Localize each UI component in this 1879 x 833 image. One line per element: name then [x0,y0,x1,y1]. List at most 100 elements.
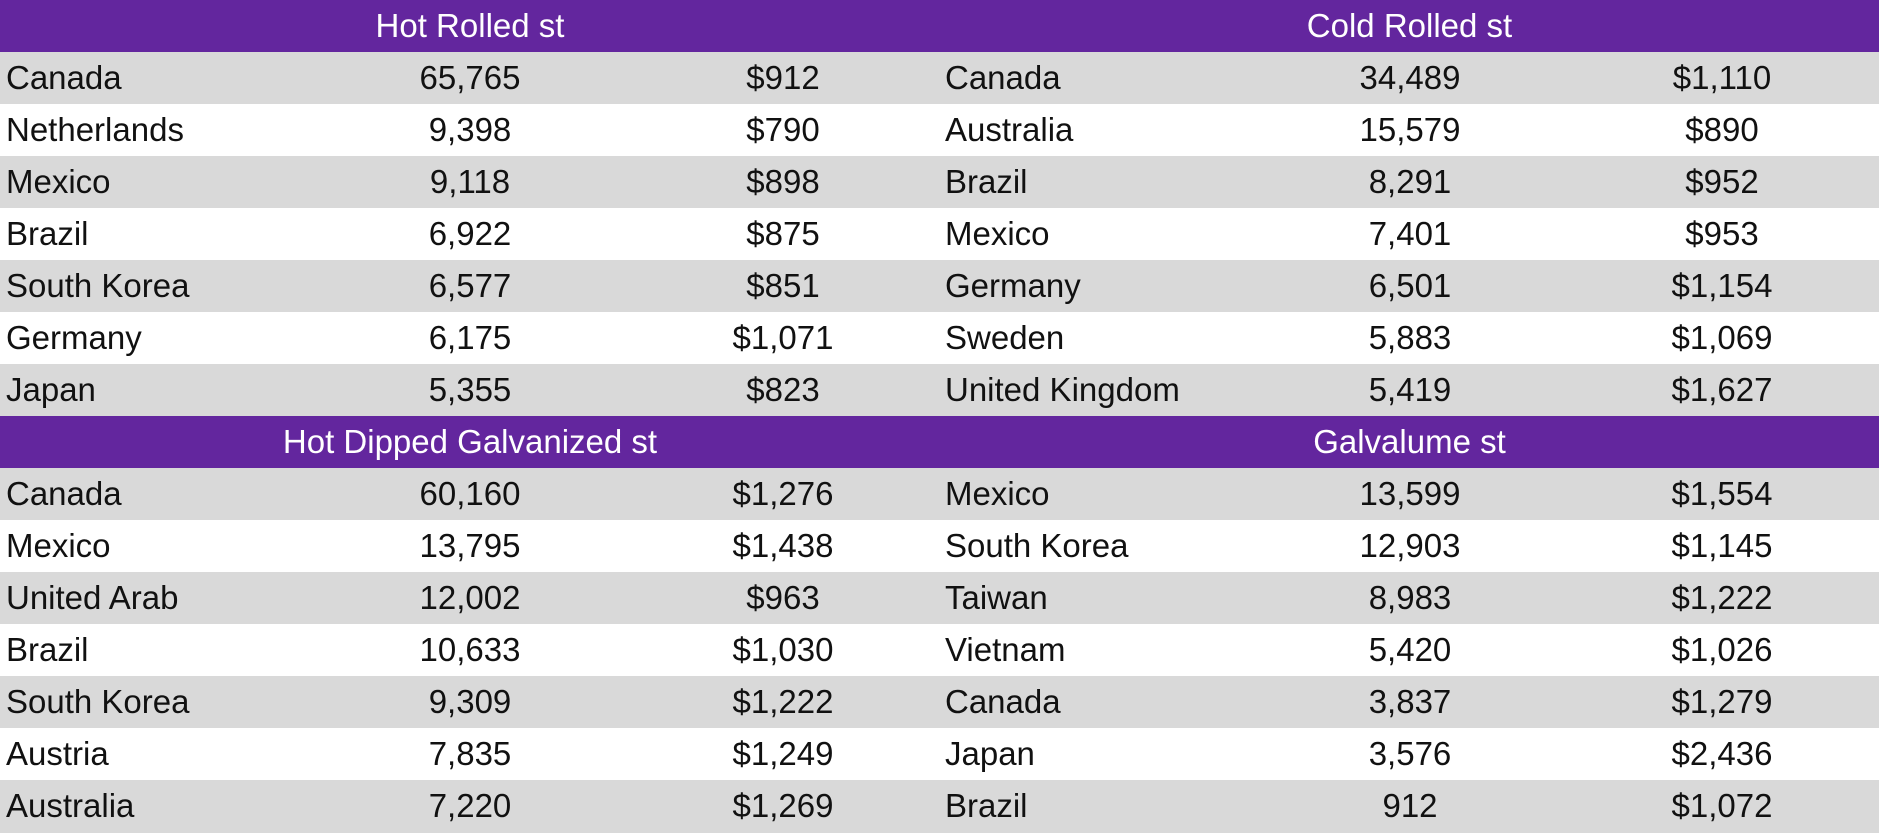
volume-cell: 912 [1382,787,1438,824]
section-header-row: Hot Dipped Galvanized st Galvalume st [0,416,1879,468]
price-cell: $963 [746,579,820,616]
volume-cell: 13,795 [419,527,521,564]
volume-cell: 15,579 [1359,111,1461,148]
volume-cell: 7,220 [428,787,512,824]
volume-cell: 34,489 [1359,59,1461,96]
country-cell: United Kingdom [945,371,1180,408]
price-cell: $1,438 [732,527,834,564]
price-cell: $875 [746,215,820,252]
volume-cell: 9,398 [428,111,512,148]
volume-cell: 12,002 [419,579,521,616]
table-row: Germany 6,175 $1,071 Sweden 5,883 $1,069 [0,312,1879,364]
country-cell: South Korea [945,527,1129,564]
table-row: South Korea 6,577 $851 Germany 6,501 $1,… [0,260,1879,312]
price-cell: $1,222 [732,683,834,720]
table-row: Austria 7,835 $1,249 Japan 3,576 $2,436 [0,728,1879,780]
price-cell: $912 [746,59,820,96]
price-cell: $2,436 [1671,735,1773,772]
price-cell: $1,276 [732,475,834,512]
volume-cell: 8,291 [1368,163,1452,200]
volume-cell: 65,765 [419,59,521,96]
country-cell: Germany [945,267,1081,304]
country-cell: Taiwan [945,579,1048,616]
table-row: Brazil 10,633 $1,030 Vietnam 5,420 $1,02… [0,624,1879,676]
volume-cell: 5,883 [1368,319,1452,356]
country-cell: Mexico [945,215,1050,252]
price-cell: $952 [1685,163,1759,200]
table-row: Brazil 6,922 $875 Mexico 7,401 $953 [0,208,1879,260]
table-row: Canada 60,160 $1,276 Mexico 13,599 $1,55… [0,468,1879,520]
price-cell: $1,072 [1671,787,1773,824]
country-cell: Mexico [945,475,1050,512]
price-cell: $851 [746,267,820,304]
country-cell: United Arab [6,579,179,616]
country-cell: Australia [945,111,1074,148]
volume-cell: 10,633 [419,631,521,668]
section-title-galvalume: Galvalume st [1313,423,1506,460]
country-cell: South Korea [6,683,190,720]
country-cell: Canada [945,683,1061,720]
price-cell: $1,071 [732,319,834,356]
country-cell: South Korea [6,267,190,304]
price-cell: $1,154 [1671,267,1773,304]
country-cell: Mexico [6,163,111,200]
volume-cell: 6,922 [428,215,512,252]
volume-cell: 12,903 [1359,527,1461,564]
price-cell: $1,279 [1671,683,1773,720]
section-title-hot-rolled: Hot Rolled st [375,7,565,44]
table-row: Japan 5,355 $823 United Kingdom 5,419 $1… [0,364,1879,416]
country-cell: Vietnam [945,631,1066,668]
volume-cell: 9,118 [429,163,511,200]
volume-cell: 7,835 [428,735,512,772]
volume-cell: 3,837 [1368,683,1452,720]
table-row: Netherlands 9,398 $790 Australia 15,579 … [0,104,1879,156]
price-cell: $1,627 [1671,371,1773,408]
table-row: South Korea 9,309 $1,222 Canada 3,837 $1… [0,676,1879,728]
section-header-row: Hot Rolled st Cold Rolled st [0,0,1879,52]
price-cell: $1,222 [1671,579,1773,616]
country-cell: Japan [945,735,1035,772]
country-cell: Brazil [6,215,89,252]
table-row: Canada 65,765 $912 Canada 34,489 $1,110 [0,52,1879,104]
price-cell: $1,554 [1671,475,1773,512]
section-title-hot-dipped-galvanized: Hot Dipped Galvanized st [282,423,658,460]
country-cell: Austria [6,735,109,772]
country-cell: Canada [945,59,1061,96]
volume-cell: 3,576 [1368,735,1452,772]
volume-cell: 7,401 [1368,215,1452,252]
section-title-cold-rolled: Cold Rolled st [1306,7,1513,44]
table-row: Australia 7,220 $1,269 Brazil 912 $1,072 [0,780,1879,833]
country-cell: Australia [6,787,135,824]
country-cell: Mexico [6,527,111,564]
table-row: Mexico 9,118 $898 Brazil 8,291 $952 [0,156,1879,208]
price-cell: $953 [1685,215,1759,252]
country-cell: Brazil [6,631,89,668]
country-cell: Netherlands [6,111,184,148]
price-cell: $898 [746,163,820,200]
volume-cell: 8,983 [1368,579,1452,616]
volume-cell: 5,419 [1368,371,1452,408]
price-cell: $1,269 [732,787,834,824]
country-cell: Germany [6,319,142,356]
country-cell: Canada [6,59,122,96]
price-cell: $1,069 [1671,319,1773,356]
volume-cell: 60,160 [419,475,521,512]
volume-cell: 6,175 [428,319,512,356]
price-cell: $1,030 [732,631,834,668]
volume-cell: 5,355 [428,371,512,408]
country-cell: Canada [6,475,122,512]
volume-cell: 5,420 [1368,631,1452,668]
country-cell: Sweden [945,319,1065,356]
price-cell: $1,145 [1671,527,1773,564]
volume-cell: 6,577 [428,267,512,304]
price-cell: $823 [746,371,820,408]
price-cell: $890 [1685,111,1759,148]
country-cell: Brazil [945,787,1028,824]
country-cell: Brazil [945,163,1028,200]
table-row: Mexico 13,795 $1,438 South Korea 12,903 … [0,520,1879,572]
volume-cell: 13,599 [1359,475,1461,512]
price-cell: $1,110 [1672,59,1772,96]
price-cell: $790 [746,111,820,148]
volume-cell: 9,309 [428,683,512,720]
volume-cell: 6,501 [1368,267,1452,304]
